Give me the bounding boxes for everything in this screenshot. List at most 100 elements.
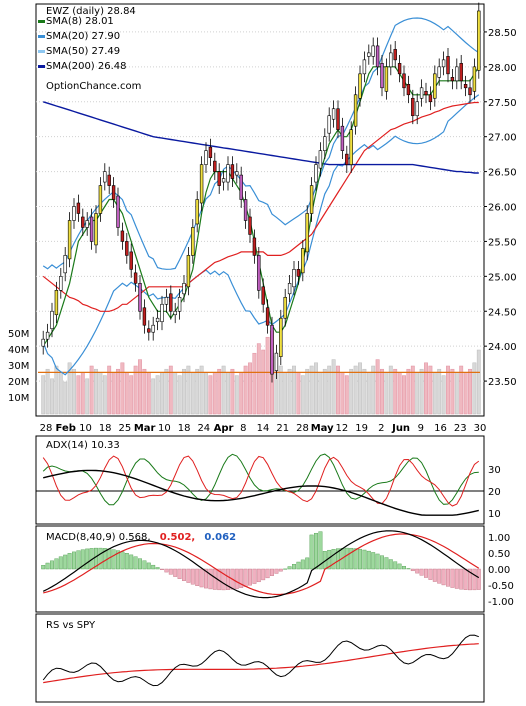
- candle-body: [463, 84, 468, 89]
- macd-hist-bar: [388, 559, 393, 570]
- macd-hist-bar: [432, 568, 437, 582]
- x-tick-label: 19: [355, 423, 368, 434]
- price-title: EWZ (daily) 28.84: [46, 6, 136, 17]
- macd-hist-bar: [441, 568, 446, 586]
- volume-bar: [120, 362, 125, 415]
- macd-hist-bar: [476, 568, 481, 590]
- volume-bar: [54, 365, 59, 415]
- x-tick-label: May: [311, 423, 334, 434]
- volume-bar: [283, 372, 288, 415]
- macd-hist-bar: [72, 551, 76, 570]
- macd-hist-bar: [239, 568, 244, 588]
- volume-bar: [344, 375, 349, 415]
- volume-bar: [58, 372, 63, 415]
- volume-bar: [322, 368, 327, 415]
- macd-tick-label: 0.50: [488, 549, 510, 560]
- volume-bar: [402, 375, 406, 415]
- volume-bar: [124, 372, 129, 415]
- volume-bar: [85, 378, 90, 415]
- candle-body: [235, 171, 239, 176]
- volume-bar: [432, 372, 437, 415]
- candle-body: [45, 331, 50, 340]
- volume-bar: [388, 365, 393, 415]
- macd-hist-bar: [393, 561, 398, 570]
- macd-hist-bar: [287, 566, 292, 570]
- macd-hist-bar: [362, 549, 367, 570]
- candle-body: [54, 290, 59, 316]
- volume-bar: [50, 378, 54, 415]
- sma200-line: [42, 101, 479, 174]
- rs-panel: RS vs SPY: [35, 613, 485, 703]
- adx-tick-label: 30: [488, 465, 501, 476]
- plus-di-line: [42, 453, 479, 506]
- volume-bar: [331, 359, 336, 415]
- candle-body: [221, 178, 226, 183]
- price-tick-label: 26.50: [488, 168, 517, 179]
- price-y-tick-labels: 28.50 28.00 27.50 27.00 26.50 26.00 25.50 25.00…: [484, 28, 517, 388]
- volume-bar: [133, 365, 138, 415]
- macd-hist-bar: [54, 558, 59, 570]
- volume-bar: [459, 365, 464, 415]
- macd-hist-bar: [410, 568, 415, 572]
- adx-panel: ADX(14) 10.33 30 20 10: [35, 435, 501, 525]
- adx-title: ADX(14) 10.33: [46, 440, 120, 451]
- macd-hist-bar: [278, 568, 283, 572]
- macd-hist-bar: [85, 548, 90, 570]
- legend-label: SMA(20) 27.90: [46, 31, 120, 42]
- adx-tick-label: 20: [488, 487, 501, 498]
- candle-body: [155, 317, 160, 323]
- volume-bar: [419, 368, 424, 415]
- macd-hist-bar: [186, 568, 191, 583]
- candle-body: [345, 153, 349, 165]
- macd-hist-bar: [366, 550, 371, 570]
- volume-bar: [186, 365, 191, 415]
- candle-body: [362, 59, 367, 75]
- macd-hist-bar: [450, 568, 455, 588]
- volume-bar: [155, 375, 160, 415]
- candle-body: [411, 97, 415, 117]
- macd-tick-label: 1.00: [488, 533, 510, 544]
- macd-hist-bar: [300, 559, 305, 570]
- adx-tick-label: 10: [488, 509, 501, 520]
- x-tick-label: 10: [158, 423, 171, 434]
- volume-bar: [472, 362, 477, 415]
- macd-hist-bar: [177, 568, 182, 579]
- volume-bars: [38, 330, 481, 415]
- candle-body: [323, 136, 327, 151]
- candle-body: [89, 216, 94, 242]
- macd-hist-bar: [292, 564, 296, 570]
- candle-body: [120, 230, 125, 242]
- candle-body: [195, 199, 199, 225]
- price-tick-label: 23.50: [488, 377, 517, 388]
- candle-body: [252, 237, 257, 256]
- volume-bar: [226, 372, 230, 415]
- candle-body: [389, 52, 393, 68]
- macd-hist-bar: [419, 568, 424, 576]
- volume-tick-label: 50M: [8, 329, 29, 340]
- candle-body: [327, 115, 331, 134]
- candle-body: [257, 255, 261, 291]
- volume-bar: [41, 375, 46, 415]
- macd-hist-bar: [212, 568, 217, 590]
- volume-bar: [177, 375, 182, 415]
- candle-body: [309, 185, 314, 214]
- macd-histogram: [41, 531, 481, 591]
- macd-hist-bar: [318, 531, 323, 570]
- x-tick-label: Jun: [391, 423, 410, 434]
- macd-hist-bar: [336, 548, 340, 570]
- candle-body: [94, 213, 98, 246]
- macd-hist-bar: [243, 568, 248, 587]
- volume-tick-label: 40M: [8, 345, 29, 356]
- legend-label: SMA(8) 28.01: [46, 16, 114, 27]
- candle-body: [107, 174, 111, 186]
- volume-bar: [72, 368, 76, 415]
- candle-body: [441, 59, 446, 68]
- macd-hist-bar: [76, 550, 81, 570]
- price-tick-label: 25.50: [488, 237, 517, 248]
- macd-hist-bar: [50, 560, 54, 570]
- candle-body: [85, 220, 89, 228]
- candle-body: [274, 352, 279, 371]
- price-tick-label: 28.00: [488, 63, 517, 74]
- macd-hist-bar: [173, 568, 178, 577]
- candle-body: [41, 338, 45, 347]
